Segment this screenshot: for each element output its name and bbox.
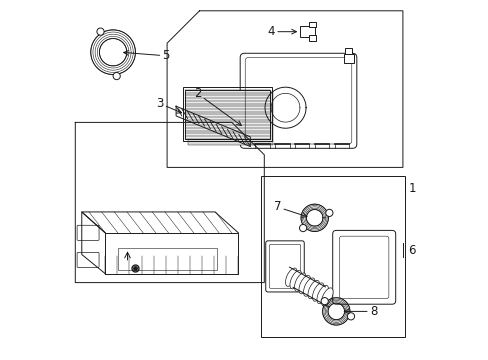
Bar xyxy=(343,54,354,63)
Bar xyxy=(187,92,272,145)
Ellipse shape xyxy=(285,268,297,286)
Circle shape xyxy=(113,72,120,80)
FancyBboxPatch shape xyxy=(77,252,99,267)
Circle shape xyxy=(299,224,306,231)
Bar xyxy=(345,48,351,54)
Bar xyxy=(309,22,315,27)
Ellipse shape xyxy=(289,270,301,289)
Ellipse shape xyxy=(298,275,310,294)
Text: 2: 2 xyxy=(193,87,241,126)
Text: 5: 5 xyxy=(123,49,169,62)
Circle shape xyxy=(97,28,104,35)
Ellipse shape xyxy=(312,283,324,301)
FancyBboxPatch shape xyxy=(77,225,99,240)
FancyBboxPatch shape xyxy=(240,53,356,148)
Circle shape xyxy=(321,298,327,305)
Ellipse shape xyxy=(303,278,314,296)
Bar xyxy=(300,26,315,37)
Ellipse shape xyxy=(316,285,328,304)
Text: 3: 3 xyxy=(156,97,181,113)
Text: 6: 6 xyxy=(407,244,415,257)
Text: 8: 8 xyxy=(344,305,376,318)
Circle shape xyxy=(325,209,332,216)
Ellipse shape xyxy=(321,288,332,306)
Bar xyxy=(185,90,269,139)
Text: 4: 4 xyxy=(267,25,296,38)
FancyBboxPatch shape xyxy=(265,241,304,292)
FancyBboxPatch shape xyxy=(332,230,395,304)
Bar xyxy=(118,248,216,270)
Text: 7: 7 xyxy=(273,201,306,217)
Circle shape xyxy=(346,313,354,320)
Bar xyxy=(260,176,404,337)
Ellipse shape xyxy=(307,280,319,299)
Bar xyxy=(309,35,315,41)
Ellipse shape xyxy=(294,273,305,291)
Bar xyxy=(182,87,272,141)
Text: 1: 1 xyxy=(407,183,415,195)
